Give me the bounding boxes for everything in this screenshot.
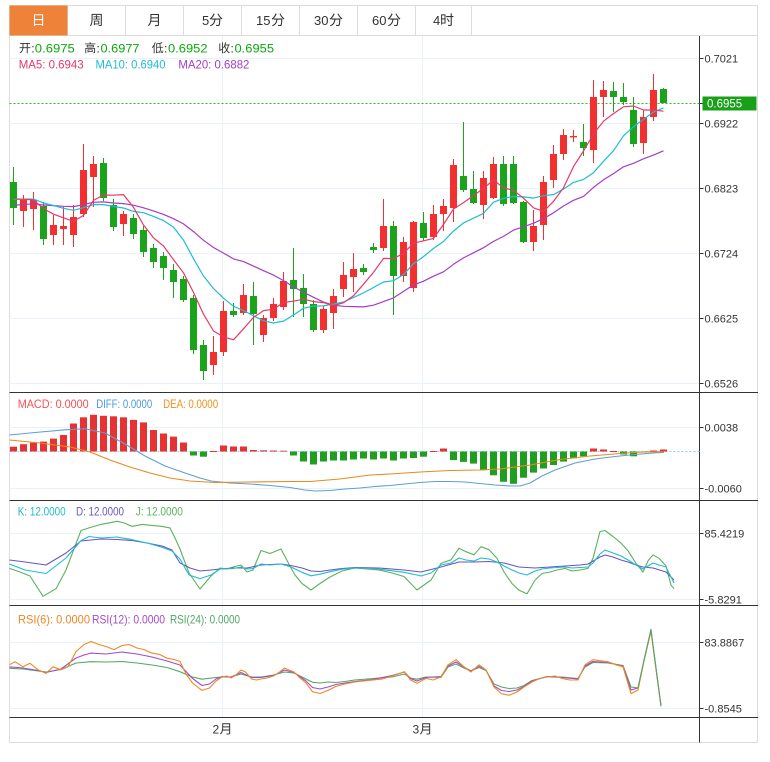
svg-text:J: 12.0000: J: 12.0000 [136, 505, 183, 519]
svg-text:DIFF: 0.0000: DIFF: 0.0000 [96, 397, 152, 411]
svg-text:0.6955: 0.6955 [707, 99, 742, 111]
svg-text:-5.8291: -5.8291 [705, 594, 742, 606]
svg-text:4: 4 [433, 13, 440, 28]
svg-text:MA5: 0.6943: MA5: 0.6943 [19, 57, 84, 71]
svg-text:0.6977: 0.6977 [101, 41, 140, 55]
svg-text:0.6625: 0.6625 [705, 313, 739, 325]
svg-text:MA10: 0.6940: MA10: 0.6940 [96, 57, 166, 71]
svg-text:60: 60 [372, 13, 386, 28]
svg-text::: : [231, 41, 234, 55]
svg-text::: : [97, 41, 100, 55]
svg-text:-0.8545: -0.8545 [705, 703, 742, 715]
svg-text:RSI(6): 0.0000: RSI(6): 0.0000 [18, 613, 90, 627]
svg-text:0.7021: 0.7021 [705, 53, 739, 65]
svg-text:0.6955: 0.6955 [235, 41, 275, 55]
svg-text:2: 2 [213, 723, 220, 737]
svg-text:85.4219: 85.4219 [705, 528, 745, 540]
svg-text:RSI(12): 0.0000: RSI(12): 0.0000 [92, 613, 165, 627]
svg-text:15: 15 [256, 13, 270, 28]
svg-text:0.6952: 0.6952 [168, 41, 208, 55]
svg-text:-0.0060: -0.0060 [705, 483, 742, 495]
svg-text:MACD: 0.0000: MACD: 0.0000 [18, 397, 89, 411]
svg-text:5: 5 [202, 13, 209, 28]
svg-text::: : [31, 41, 34, 55]
svg-text:K: 12.0000: K: 12.0000 [18, 505, 66, 519]
svg-text:D: 12.0000: D: 12.0000 [76, 505, 124, 519]
svg-text:0.6975: 0.6975 [35, 41, 75, 55]
svg-text:MA20: 0.6882: MA20: 0.6882 [178, 57, 249, 71]
svg-text:0.6922: 0.6922 [705, 118, 739, 130]
svg-text:DEA: 0.0000: DEA: 0.0000 [163, 397, 218, 411]
svg-text::: : [164, 41, 167, 55]
svg-text:0.6526: 0.6526 [705, 378, 739, 390]
svg-text:RSI(24): 0.0000: RSI(24): 0.0000 [170, 613, 240, 627]
svg-text:0.6724: 0.6724 [705, 248, 739, 260]
svg-text:30: 30 [314, 13, 328, 28]
svg-text:83.8867: 83.8867 [705, 637, 745, 649]
svg-text:0.6823: 0.6823 [705, 183, 739, 195]
svg-text:0.0038: 0.0038 [705, 422, 739, 434]
svg-text:3: 3 [413, 723, 420, 737]
